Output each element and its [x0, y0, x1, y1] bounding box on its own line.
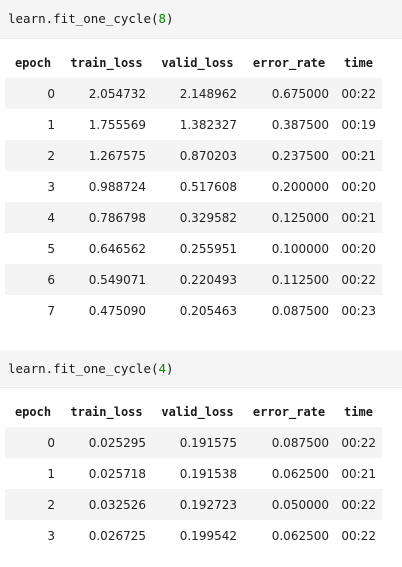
cell-train-loss: 0.032526 [61, 489, 152, 520]
cell-valid-loss: 0.220493 [152, 264, 243, 295]
cell-train-loss: 0.646562 [61, 233, 152, 264]
code-suffix: ) [166, 11, 174, 26]
cell-valid-loss: 0.870203 [152, 140, 243, 171]
header-valid-loss: valid_loss [161, 405, 234, 419]
cell-error-rate: 0.675000 [243, 78, 335, 109]
cell-valid-loss: 1.382327 [152, 109, 243, 140]
cell-time: 00:22 [335, 427, 382, 458]
cell-time: 00:21 [335, 140, 382, 171]
header-epoch: epoch [14, 405, 52, 419]
code-suffix: ) [166, 361, 174, 376]
code-prefix: learn.fit_one_cycle( [8, 361, 159, 376]
header-error-rate: error_rate [252, 405, 326, 419]
table-row: 5 0.646562 0.255951 0.100000 00:20 [5, 233, 382, 264]
table-row: 1 0.025718 0.191538 0.062500 00:21 [5, 458, 382, 489]
cell-train-loss: 0.025718 [61, 458, 152, 489]
training-results-table-2: epoch train_loss valid_loss error_rate t… [5, 397, 382, 551]
code-line[interactable]: learn.fit_one_cycle(8) [8, 11, 174, 26]
table-row: 0 2.054732 2.148962 0.675000 00:22 [5, 78, 382, 109]
cell-valid-loss: 0.205463 [152, 295, 243, 326]
cell-valid-loss: 0.191575 [152, 427, 243, 458]
cell-time: 00:22 [335, 489, 382, 520]
header-epoch: epoch [14, 56, 52, 70]
code-argument: 4 [158, 361, 167, 376]
cell-valid-loss: 0.329582 [152, 202, 243, 233]
cell-train-loss: 0.549071 [61, 264, 152, 295]
cell-error-rate: 0.200000 [243, 171, 335, 202]
header-time: time [344, 56, 373, 70]
code-argument: 8 [158, 11, 167, 26]
table-row: 6 0.549071 0.220493 0.112500 00:22 [5, 264, 382, 295]
table-row: 0 0.025295 0.191575 0.087500 00:22 [5, 427, 382, 458]
cell-epoch: 2 [5, 489, 61, 520]
cell-train-loss: 0.025295 [61, 427, 152, 458]
training-results-table-1: epoch train_loss valid_loss error_rate t… [5, 48, 382, 326]
cell-train-loss: 0.475090 [61, 295, 152, 326]
cell-epoch: 1 [5, 458, 61, 489]
cell-time: 00:23 [335, 295, 382, 326]
cell-train-loss: 1.755569 [61, 109, 152, 140]
cell-time: 00:19 [335, 109, 382, 140]
table-row: 2 1.267575 0.870203 0.237500 00:21 [5, 140, 382, 171]
cell-time: 00:21 [335, 458, 382, 489]
cell-valid-loss: 0.255951 [152, 233, 243, 264]
header-train-loss: train_loss [70, 56, 143, 70]
cell-error-rate: 0.087500 [243, 295, 335, 326]
table-row: 3 0.988724 0.517608 0.200000 00:20 [5, 171, 382, 202]
cell-train-loss: 1.267575 [61, 140, 152, 171]
cell-error-rate: 0.125000 [243, 202, 335, 233]
cell-train-loss: 0.988724 [61, 171, 152, 202]
header-valid-loss: valid_loss [161, 56, 234, 70]
table-header-row: epoch train_loss valid_loss error_rate t… [5, 48, 382, 78]
code-line[interactable]: learn.fit_one_cycle(4) [8, 361, 174, 376]
header-time: time [344, 405, 373, 419]
cell-epoch: 7 [5, 295, 61, 326]
code-prefix: learn.fit_one_cycle( [8, 11, 159, 26]
cell-time: 00:20 [335, 233, 382, 264]
cell-train-loss: 2.054732 [61, 78, 152, 109]
cell-epoch: 3 [5, 520, 61, 551]
cell-valid-loss: 2.148962 [152, 78, 243, 109]
table-row: 3 0.026725 0.199542 0.062500 00:22 [5, 520, 382, 551]
cell-time: 00:21 [335, 202, 382, 233]
table-row: 4 0.786798 0.329582 0.125000 00:21 [5, 202, 382, 233]
cell-error-rate: 0.100000 [243, 233, 335, 264]
cell-error-rate: 0.062500 [243, 458, 335, 489]
cell-valid-loss: 0.517608 [152, 171, 243, 202]
cell-epoch: 1 [5, 109, 61, 140]
cell-time: 00:22 [335, 78, 382, 109]
cell-epoch: 0 [5, 78, 61, 109]
cell-epoch: 5 [5, 233, 61, 264]
cell-train-loss: 0.026725 [61, 520, 152, 551]
header-train-loss: train_loss [70, 405, 143, 419]
cell-valid-loss: 0.192723 [152, 489, 243, 520]
cell-epoch: 0 [5, 427, 61, 458]
cell-epoch: 4 [5, 202, 61, 233]
cell-epoch: 2 [5, 140, 61, 171]
header-error-rate: error_rate [252, 56, 326, 70]
table-header-row: epoch train_loss valid_loss error_rate t… [5, 397, 382, 427]
cell-error-rate: 0.087500 [243, 427, 335, 458]
cell-error-rate: 0.062500 [243, 520, 335, 551]
cell-valid-loss: 0.199542 [152, 520, 243, 551]
cell-error-rate: 0.237500 [243, 140, 335, 171]
code-cell-2[interactable]: learn.fit_one_cycle(4) [0, 350, 402, 388]
cell-error-rate: 0.112500 [243, 264, 335, 295]
cell-train-loss: 0.786798 [61, 202, 152, 233]
table-row: 7 0.475090 0.205463 0.087500 00:23 [5, 295, 382, 326]
code-cell-1[interactable]: learn.fit_one_cycle(8) [0, 0, 402, 39]
table-row: 1 1.755569 1.382327 0.387500 00:19 [5, 109, 382, 140]
cell-error-rate: 0.050000 [243, 489, 335, 520]
cell-time: 00:20 [335, 171, 382, 202]
cell-epoch: 3 [5, 171, 61, 202]
cell-time: 00:22 [335, 264, 382, 295]
cell-error-rate: 0.387500 [243, 109, 335, 140]
cell-time: 00:22 [335, 520, 382, 551]
cell-epoch: 6 [5, 264, 61, 295]
table-row: 2 0.032526 0.192723 0.050000 00:22 [5, 489, 382, 520]
cell-valid-loss: 0.191538 [152, 458, 243, 489]
